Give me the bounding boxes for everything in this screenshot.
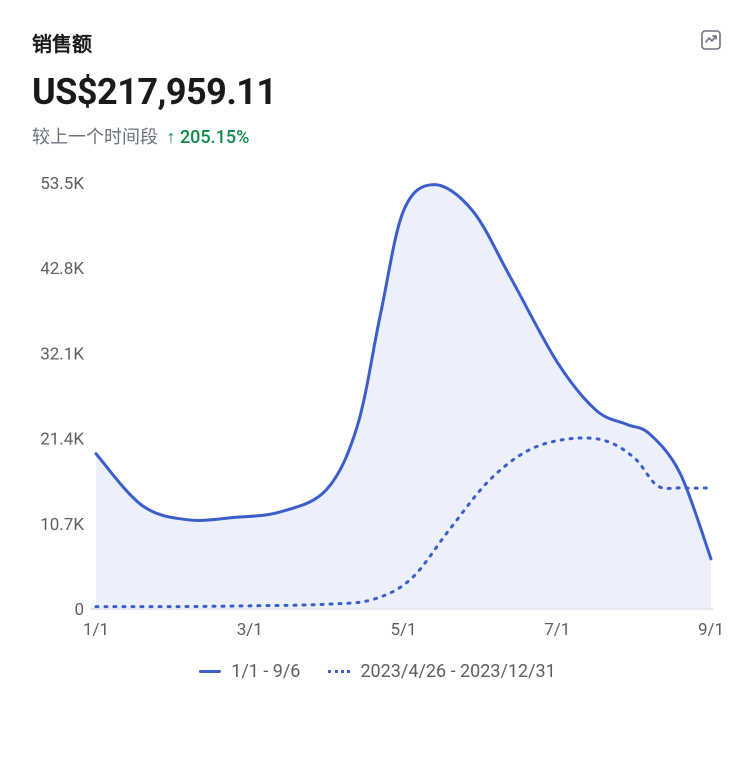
chart-legend: 1/1 - 9/6 2023/4/26 - 2023/12/31 — [32, 661, 723, 682]
legend-item-current[interactable]: 1/1 - 9/6 — [199, 661, 300, 682]
metric-value: US$217,959.11 — [32, 71, 723, 113]
svg-text:10.7K: 10.7K — [40, 515, 84, 535]
metric-title: 销售额 — [32, 28, 92, 57]
svg-text:53.5K: 53.5K — [40, 174, 84, 194]
legend-swatch-solid-icon — [199, 670, 221, 673]
delta-percent: 205.15% — [180, 127, 249, 148]
legend-label: 1/1 - 9/6 — [231, 661, 300, 682]
svg-text:32.1K: 32.1K — [40, 344, 84, 364]
svg-text:21.4K: 21.4K — [40, 430, 84, 450]
svg-text:1/1: 1/1 — [83, 620, 109, 640]
svg-text:9/1: 9/1 — [698, 620, 723, 640]
sales-chart: 0 10.7K 21.4K 32.1K 42.8K 53.5K 1/1 3/1 5/1 7/1 9/… — [32, 173, 723, 643]
svg-text:7/1: 7/1 — [544, 620, 570, 640]
delta-up-icon: ↑ — [166, 127, 175, 148]
svg-text:3/1: 3/1 — [237, 620, 263, 640]
legend-item-previous[interactable]: 2023/4/26 - 2023/12/31 — [328, 661, 555, 682]
svg-text:0: 0 — [74, 600, 84, 620]
delta-label: 较上一个时间段 — [32, 127, 158, 148]
svg-text:5/1: 5/1 — [390, 620, 416, 640]
view-report-icon[interactable] — [699, 28, 723, 52]
legend-swatch-dashed-icon — [328, 670, 350, 673]
svg-text:42.8K: 42.8K — [40, 259, 84, 279]
delta-row: 较上一个时间段 ↑ 205.15% — [32, 123, 723, 149]
legend-label: 2023/4/26 - 2023/12/31 — [360, 661, 555, 682]
